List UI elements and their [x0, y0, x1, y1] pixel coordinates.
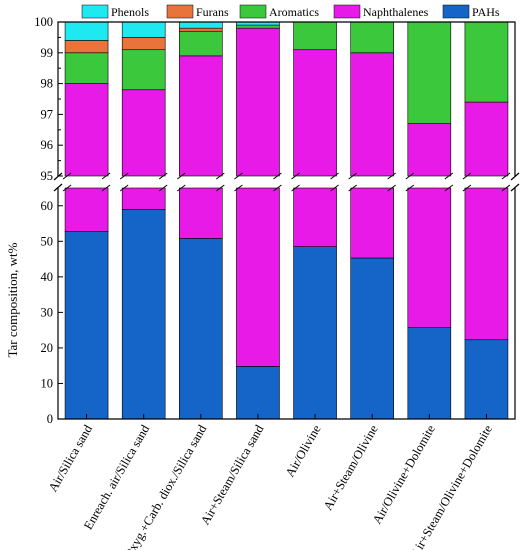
legend-label-naphthalenes: Naphthalenes [363, 5, 429, 19]
bar-aromatics-4-upper [236, 24, 280, 29]
break-mark-upper-5 [291, 172, 339, 180]
y-tick-label-100: 100 [34, 15, 53, 29]
legend-swatch-furans [166, 4, 194, 19]
bar-group-air-steam-olivine-dolomite [462, 21, 511, 420]
break-mark-upper-4 [234, 172, 282, 180]
y-axis-label: Tar composition, wt% [5, 242, 20, 357]
legend: Phenols Furans Aromatics Naphthalenes PAHs [81, 4, 500, 19]
bar-aromatics-7-upper [407, 21, 452, 124]
bar-aromatics-1-upper [64, 52, 109, 84]
bar-pahs-1-lower [64, 231, 109, 420]
x-tick-label-1: Air/Silica sand [46, 422, 96, 494]
bar-pahs-3-lower [179, 238, 223, 420]
break-mark-lower-3 [177, 184, 225, 192]
break-mark-lower-4 [234, 184, 282, 192]
break-mark-lower-5 [291, 184, 339, 192]
x-tick-label-2: Enreach. air/Silica sand [81, 422, 153, 532]
bar-aromatics-6-upper [350, 21, 394, 54]
y-tick-label-20: 20 [41, 341, 54, 355]
bar-naphthalenes-3-upper [179, 55, 223, 177]
bar-naphthalenes-1-lower [64, 187, 109, 232]
bar-naphthalenes-2-lower [121, 187, 166, 210]
bar-naphthalenes-7-upper [407, 123, 452, 177]
break-mark-lower-8 [462, 184, 511, 192]
bar-naphthalenes-6-upper [350, 52, 394, 177]
bar-furans-3-upper [179, 27, 223, 32]
y-tick-label-50: 50 [41, 234, 54, 248]
y-tick-label-30: 30 [41, 305, 54, 319]
y-tick-label-96: 96 [41, 138, 54, 152]
bar-naphthalenes-5-lower [293, 187, 337, 247]
legend-swatch-aromatics [239, 4, 267, 19]
bar-naphthalenes-6-lower [350, 187, 394, 259]
bar-naphthalenes-2-upper [121, 89, 166, 177]
axis-break-right [510, 172, 520, 192]
bar-aromatics-2-upper [121, 49, 166, 91]
bar-group-air-olivine-dolomite [405, 21, 454, 420]
break-mark-lower-6 [348, 184, 396, 192]
bar-phenols-1-upper [64, 21, 109, 41]
bar-pahs-5-lower [293, 246, 337, 420]
bar-aromatics-3-upper [179, 30, 223, 57]
plot-area [62, 21, 511, 420]
y-tick-label-97: 97 [41, 107, 54, 121]
bar-aromatics-8-upper [464, 21, 509, 103]
bar-group-oxyg-carb-diox-silica-sand [177, 21, 225, 420]
y-tick-label-95: 95 [41, 169, 54, 183]
y-tick-label-40: 40 [41, 270, 54, 284]
axes: 0 10 20 30 40 50 60 95 96 97 98 99 100 [34, 15, 520, 426]
bar-naphthalenes-8-lower [464, 187, 509, 341]
legend-label-pahs: PAHs [472, 5, 500, 19]
bar-group-air-steam-silica-sand [234, 21, 282, 420]
break-mark-lower-7 [405, 184, 454, 192]
break-mark-upper-2 [119, 172, 168, 180]
bar-naphthalenes-1-upper [64, 83, 109, 177]
bar-pahs-7-lower [407, 327, 452, 420]
y-tick-label-0: 0 [47, 412, 53, 426]
break-mark-upper-8 [462, 172, 511, 180]
break-mark-upper-3 [177, 172, 225, 180]
x-tick-label-4: Air+Steam/Silica sand [198, 422, 267, 527]
break-mark-lower-1 [62, 184, 111, 192]
bar-phenols-2-upper [121, 21, 166, 38]
break-mark-lower-2 [119, 184, 168, 192]
bar-naphthalenes-5-upper [293, 49, 337, 177]
bar-group-air-steam-olivine [348, 21, 396, 420]
bar-naphthalenes-4-upper [236, 27, 280, 177]
bar-aromatics-5-upper [293, 21, 337, 51]
legend-label-aromatics: Aromatics [269, 5, 319, 19]
bar-pahs-2-lower [121, 209, 166, 420]
bar-phenols-3-upper [179, 21, 223, 29]
legend-label-furans: Furans [196, 5, 229, 19]
bar-naphthalenes-4-lower [236, 187, 280, 367]
break-mark-upper-7 [405, 172, 454, 180]
y-tick-label-60: 60 [41, 199, 54, 213]
y-tick-label-99: 99 [41, 46, 54, 60]
y-tick-label-98: 98 [41, 77, 54, 91]
x-tick-label-6: Air+Steam/Olivine [321, 422, 381, 512]
legend-label-phenols: Phenols [111, 5, 149, 19]
legend-swatch-phenols [81, 4, 109, 19]
break-mark-upper-6 [348, 172, 396, 180]
bar-pahs-4-lower [236, 366, 280, 420]
axis-frame-lower [57, 188, 516, 420]
bar-naphthalenes-8-upper [464, 101, 509, 177]
bar-pahs-8-lower [464, 339, 509, 420]
bar-group-enreach-air-silica-sand [119, 21, 168, 420]
bar-group-air-olivine [291, 21, 339, 420]
x-tick-label-5: Air/Olivine [283, 422, 324, 479]
legend-swatch-naphthalenes [333, 4, 361, 19]
bar-group-air-silica-sand [62, 21, 111, 420]
bar-pahs-6-lower [350, 257, 394, 420]
bar-naphthalenes-7-lower [407, 187, 452, 328]
x-tick-label-7: Air/Olivine+Dolomite [370, 422, 438, 526]
bar-furans-1-upper [64, 40, 109, 54]
break-mark-upper-1 [62, 172, 111, 180]
legend-swatch-pahs [442, 4, 470, 19]
bar-furans-2-upper [121, 37, 166, 51]
y-tick-label-10: 10 [41, 376, 54, 390]
bar-naphthalenes-3-lower [179, 187, 223, 239]
